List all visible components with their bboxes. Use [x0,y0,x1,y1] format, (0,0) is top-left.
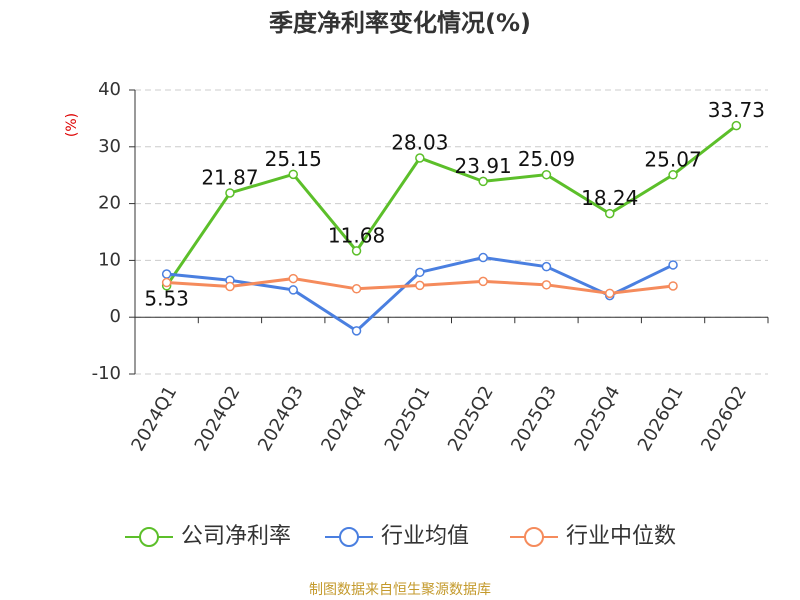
y-tick-label: 20 [98,193,121,214]
data-point [288,169,298,180]
data-label: 33.73 [708,98,765,122]
legend-label: 公司净利率 [181,524,291,549]
data-label: 25.15 [265,147,322,171]
x-tick-label: 2025Q3 [507,383,561,455]
x-tick-label: 2025Q4 [571,383,625,455]
data-label: 25.07 [644,147,701,171]
y-tick-label: -10 [92,363,121,384]
x-tick-label: 2026Q1 [634,383,688,455]
legend-marker [524,527,544,547]
data-label: 11.68 [328,223,385,247]
data-point [351,246,362,256]
x-tick-label: 2024Q2 [191,383,245,455]
data-point [478,276,488,287]
y-tick-label: 10 [98,249,121,270]
data-point [415,267,425,278]
legend-marker [139,527,159,547]
y-tick-label: 40 [98,79,121,100]
data-point [478,252,488,263]
legend-marker [339,527,359,547]
data-point [161,269,172,279]
y-axis-label: (%) [64,113,80,137]
x-tick-label: 2026Q2 [697,383,751,455]
data-label: 23.91 [455,154,512,178]
x-tick-label: 2024Q1 [127,383,181,455]
data-point [415,153,425,163]
x-tick-label: 2025Q2 [444,383,498,455]
data-label: 25.09 [518,147,575,171]
legend-label: 行业均值 [381,524,469,549]
data-label: 21.87 [201,165,258,189]
data-point [541,261,552,272]
data-point [288,273,298,284]
data-point [288,285,298,295]
data-point [605,208,615,219]
legend-label: 行业中位数 [566,524,676,549]
data-point [731,120,742,131]
data-point [351,284,362,294]
data-label: 18.24 [581,186,638,210]
data-point [161,277,172,288]
data-point [605,288,615,299]
x-tick-label: 2024Q3 [254,383,308,455]
series-line [165,124,738,287]
data-label: 5.53 [144,286,189,310]
x-tick-label: 2025Q1 [381,383,435,455]
data-point [668,170,678,180]
source-note: 制图数据来自恒生聚源数据库 [309,582,491,598]
data-point [541,169,552,180]
data-label: 28.03 [391,130,448,154]
data-point [351,326,362,336]
data-point [541,280,552,290]
y-tick-label: 30 [98,136,121,157]
chart-title: 季度净利率变化情况(%) [269,9,531,37]
y-tick-label: 0 [110,306,121,327]
data-point [668,281,678,291]
data-point [478,176,488,187]
data-point [415,280,425,291]
data-point [225,188,235,198]
data-point [225,281,235,292]
data-point [668,260,678,270]
x-tick-label: 2024Q4 [317,383,371,455]
